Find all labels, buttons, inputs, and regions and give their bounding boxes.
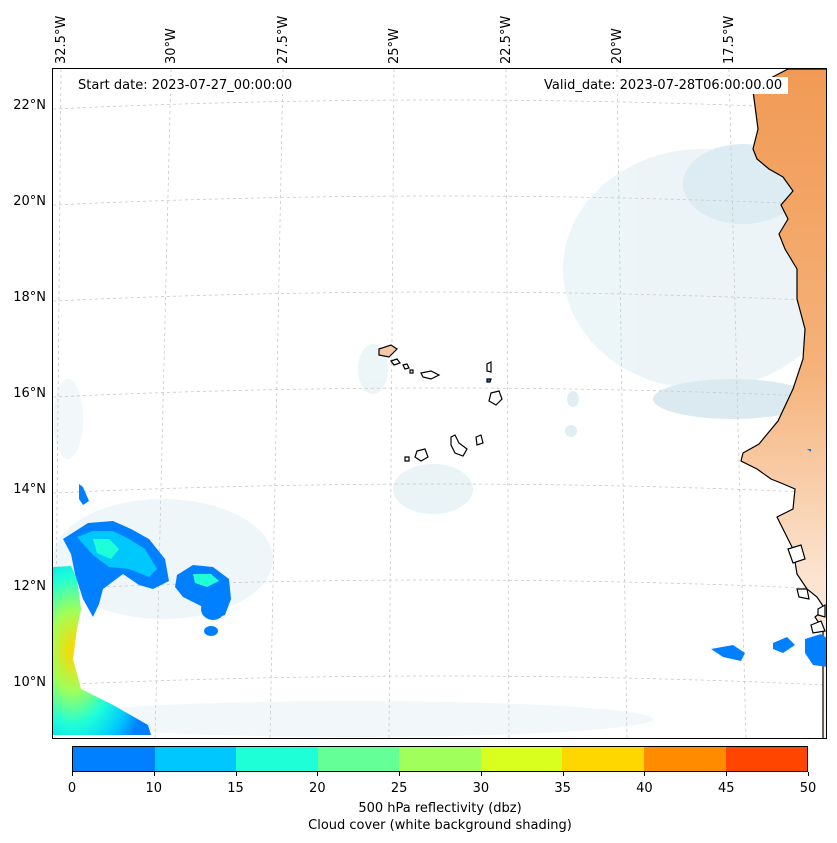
lat-label-22n: 22°N — [13, 98, 46, 113]
colorbar-tick-mark — [72, 772, 73, 776]
colorbar-tick-mark — [562, 772, 564, 776]
colorbar-tick-label: 35 — [554, 781, 571, 796]
lat-label-20n: 20°N — [13, 194, 46, 209]
colorbar-tick-mark — [235, 772, 237, 776]
colorbar-tick-label: 0 — [67, 781, 77, 796]
lat-label-12n: 12°N — [13, 579, 46, 594]
colorbar-tick-label: 20 — [309, 781, 326, 796]
colorbar-segment — [562, 747, 644, 771]
colorbar-tick-label: 10 — [145, 781, 163, 796]
colorbar-subtitle: Cloud cover (white background shading) — [308, 818, 572, 833]
lon-label-17-5w: 17.5°W — [722, 15, 737, 64]
colorbar-tick-label: 50 — [799, 781, 817, 796]
colorbar-tick-label: 30 — [472, 781, 490, 796]
lon-label-25w: 25°W — [387, 28, 402, 64]
colorbar-tick-mark — [726, 772, 728, 776]
colorbar-segment — [399, 747, 481, 771]
colorbar-segment — [480, 747, 563, 771]
colorbar-title: 500 hPa reflectivity (dbz) — [358, 801, 522, 816]
map-canvas — [53, 69, 826, 738]
cape-verde-islands — [378, 344, 503, 462]
lat-label-16n: 16°N — [13, 386, 46, 401]
lon-label-22-5w: 22.5°W — [499, 15, 514, 64]
colorbar-tick-label: 15 — [227, 781, 244, 796]
colorbar-tick-mark — [644, 772, 646, 776]
colorbar-tick-mark — [480, 772, 482, 776]
map-panel — [52, 68, 827, 739]
colorbar-tick-mark — [153, 772, 155, 776]
reflectivity-echoes — [53, 449, 826, 735]
colorbar-tick-label: 45 — [717, 781, 735, 796]
lat-label-10n: 10°N — [13, 675, 46, 690]
colorbar-segment — [643, 747, 726, 771]
valid-date-label: Valid_date: 2023-07-28T06:00:00.00 — [538, 77, 789, 94]
colorbar-tick-mark — [399, 772, 401, 776]
colorbar-tick-mark — [808, 772, 809, 776]
colorbar-segment — [73, 747, 155, 771]
colorbar-segment — [236, 747, 318, 771]
lon-label-27-5w: 27.5°W — [276, 15, 291, 64]
colorbar-segment — [725, 747, 808, 771]
colorbar-segment — [317, 747, 400, 771]
colorbar-tick-label: 40 — [636, 781, 653, 796]
lon-label-20w: 20°W — [610, 28, 625, 64]
colorbar-tick-label: 25 — [390, 781, 408, 796]
reflectivity-colorbar — [72, 746, 808, 772]
lat-label-14n: 14°N — [13, 482, 46, 497]
lon-label-30w: 30°W — [164, 28, 179, 64]
graticule — [53, 69, 826, 738]
colorbar-segment — [154, 747, 237, 771]
lon-label-32-5w: 32.5°W — [54, 15, 69, 64]
lat-label-18n: 18°N — [13, 290, 46, 305]
start-date-label: Start date: 2023-07-27_00:00:00 — [72, 77, 299, 94]
cloud-cover-shading — [53, 144, 826, 737]
colorbar-tick-mark — [317, 772, 319, 776]
coastline-detail — [787, 544, 826, 634]
